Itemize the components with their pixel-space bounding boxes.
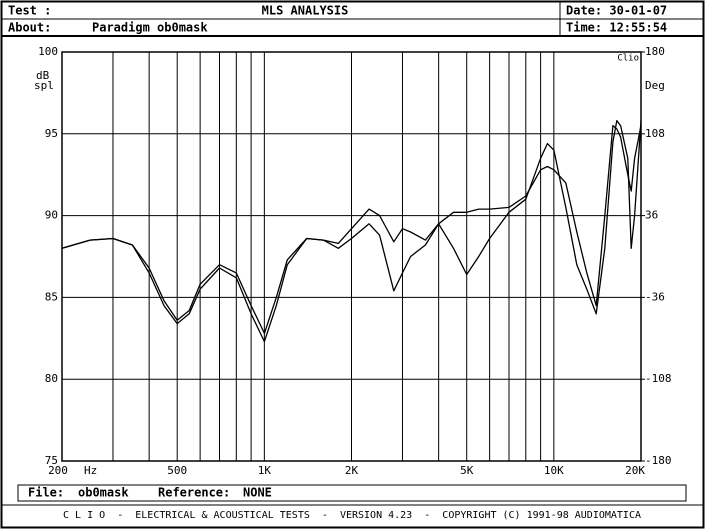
status-bar: C L I O - ELECTRICAL & ACOUSTICAL TESTS …: [63, 510, 641, 521]
y2-tick-label: -108: [645, 372, 672, 385]
y-axis-label: dB: [36, 69, 50, 82]
y-tick-label: 95: [45, 127, 58, 140]
x-tick-label: 2K: [345, 464, 359, 477]
y-tick-label: 80: [45, 372, 58, 385]
about: Paradigm ob0mask: [92, 21, 208, 35]
date: Date: 30-01-07: [566, 4, 667, 18]
y2-tick-label: 108: [645, 127, 665, 140]
file: ob0mask: [78, 486, 129, 500]
x-tick-label: 10K: [544, 464, 564, 477]
y2-tick-label: 180: [645, 45, 665, 58]
response-line: [61, 120, 642, 343]
file-box: [17, 484, 687, 502]
y-tick-label: 75: [45, 454, 58, 467]
reference-label: Reference:: [158, 486, 230, 500]
file-label: File:: [28, 486, 64, 500]
x-axis-label: Hz: [84, 464, 97, 477]
x-tick-label: 200: [48, 464, 68, 477]
y2-tick-label: -36: [645, 290, 665, 303]
x-tick-label: 5K: [460, 464, 474, 477]
about-label: About:: [8, 21, 51, 35]
y2-tick-label: -180: [645, 454, 672, 467]
y-tick-label: 90: [45, 209, 58, 222]
response-line: [61, 124, 642, 335]
analysis-title: MLS ANALYSIS: [262, 4, 349, 18]
y-axis-label: spl: [34, 79, 54, 92]
reference: NONE: [243, 486, 272, 500]
x-tick-label: 20K: [625, 464, 645, 477]
y-tick-label: 85: [45, 290, 58, 303]
y-tick-label: 100: [38, 45, 58, 58]
corner-label: Clio: [617, 54, 639, 64]
x-tick-label: 1K: [258, 464, 272, 477]
x-tick-label: 500: [167, 464, 187, 477]
y2-tick-label: 36: [645, 209, 658, 222]
time: Time: 12:55:54: [566, 21, 667, 35]
y2-axis-label: Deg: [645, 79, 665, 92]
test-label: Test :: [8, 4, 51, 18]
